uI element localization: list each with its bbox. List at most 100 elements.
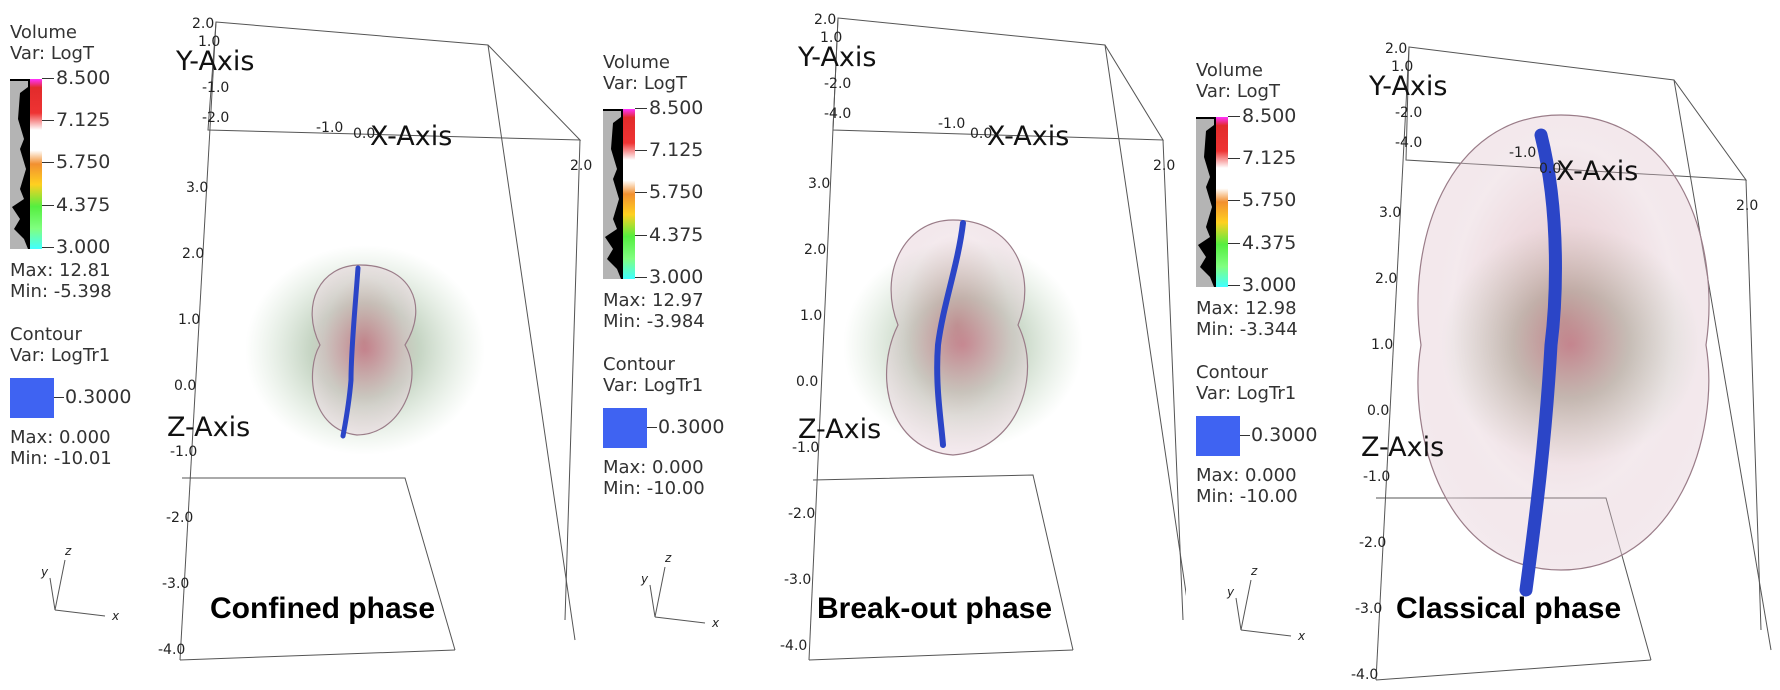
phase-title: Classical phase <box>1396 592 1622 625</box>
axis-tick: 0.0 <box>174 378 196 394</box>
colorbar-tick: 7.125 <box>42 110 110 131</box>
contour-var: Var: LogTr1 <box>10 345 111 366</box>
contour-value: 0.3000 <box>1240 425 1317 446</box>
triad-z-label: z <box>1250 564 1258 578</box>
colorbar <box>10 79 42 249</box>
volume-halo <box>245 245 485 455</box>
axis-tick: -2.0 <box>1395 105 1422 121</box>
axis-tick: 2.0 <box>570 158 592 174</box>
y-axis-label: Y-Axis <box>1368 71 1447 102</box>
colorbar-tick: 4.375 <box>1228 233 1296 254</box>
contour-value: 0.3000 <box>54 387 131 408</box>
phase-title: Confined phase <box>210 592 436 625</box>
volume-title: Volume <box>1196 60 1263 81</box>
triad-y-label: y <box>1226 585 1235 599</box>
jet-contour <box>340 265 361 439</box>
axis-tick: 1.0 <box>820 30 842 46</box>
volume-var: Var: LogT <box>10 43 94 64</box>
contour-title: Contour <box>603 354 675 375</box>
colorbar-tick: 5.750 <box>635 182 703 203</box>
volume-title: Volume <box>10 22 77 43</box>
contour-min: Min: -10.00 <box>603 478 705 499</box>
axis-tick: 2.0 <box>804 242 826 258</box>
axis-tick: 0.0 <box>796 374 818 390</box>
legend: Volume Var: LogT <box>10 22 160 469</box>
triad-x-label: x <box>711 616 720 630</box>
axis-tick: -1.0 <box>1363 469 1390 485</box>
z-axis-label: Z-Axis <box>798 414 881 445</box>
axis-tick: 1.0 <box>198 34 220 50</box>
volume-min: Min: -3.984 <box>603 311 705 332</box>
axis-tick: -2.0 <box>166 510 193 526</box>
axis-tick: 2.0 <box>182 246 204 262</box>
colorbar-tick: 3.000 <box>1228 275 1296 296</box>
contour-swatch <box>603 408 647 448</box>
z-axis-label: Z-Axis <box>1361 432 1444 463</box>
axis-tick: 3.0 <box>186 180 208 196</box>
contour-var: Var: LogTr1 <box>1196 383 1297 404</box>
contour-swatch <box>10 378 54 418</box>
phase-title: Break-out phase <box>817 592 1053 625</box>
panel-breakout: Volume Var: LogT <box>593 0 1186 690</box>
contour-title: Contour <box>10 324 82 345</box>
legend: Volume Var: LogT <box>1196 60 1346 507</box>
axis-tick: 2.0 <box>192 16 214 32</box>
volume-max: Max: 12.81 <box>10 260 111 281</box>
triad-x-label: x <box>111 609 120 623</box>
colorbar-gradient <box>603 109 635 279</box>
contour-swatch <box>1196 416 1240 456</box>
axis-tick: 1.0 <box>1391 59 1413 75</box>
axis-tick: -2.0 <box>788 506 815 522</box>
axis-tick: 0.0 <box>970 126 992 142</box>
colorbar-tick: 4.375 <box>42 195 110 216</box>
colorbar-tick: 4.375 <box>635 225 703 246</box>
z-axis-label: Z-Axis <box>167 412 250 443</box>
axis-tick: -4.0 <box>1351 667 1378 683</box>
colorbar-tick: 5.750 <box>1228 190 1296 211</box>
axis-tick: -3.0 <box>784 572 811 588</box>
volume-min: Min: -3.344 <box>1196 319 1298 340</box>
x-axis-label: X-Axis <box>1556 156 1638 187</box>
axis-tick: -4.0 <box>1395 135 1422 151</box>
volume-max: Max: 12.98 <box>1196 298 1297 319</box>
axis-tick: 0.0 <box>1367 403 1389 419</box>
axis-tick: 2.0 <box>1736 198 1758 214</box>
axis-tick: 3.0 <box>808 176 830 192</box>
x-axis-label: X-Axis <box>370 121 452 152</box>
axis-tick: 3.0 <box>1379 205 1401 221</box>
cocoon-bubble <box>1417 114 1710 571</box>
axis-tick: -1.0 <box>170 444 197 460</box>
volume-max: Max: 12.97 <box>603 290 704 311</box>
axis-tick: -2.0 <box>824 76 851 92</box>
volume-halo <box>1441 225 1701 465</box>
axis-tick: -1.0 <box>938 116 965 132</box>
colorbar-tick: 8.500 <box>1228 106 1296 127</box>
axis-tick: 2.0 <box>1375 271 1397 287</box>
bounding-box <box>1375 46 1772 681</box>
axis-tick: -1.0 <box>202 80 229 96</box>
orientation-triad <box>49 559 106 617</box>
colorbar-tick: 3.000 <box>42 237 110 258</box>
axis-tick: 2.0 <box>814 12 836 28</box>
axis-tick: 1.0 <box>1371 337 1393 353</box>
axis-tick: 0.0 <box>1539 161 1561 177</box>
colorbar-gradient <box>10 79 42 249</box>
axis-tick: 2.0 <box>1153 158 1175 174</box>
contour-max: Max: 0.000 <box>603 457 704 478</box>
axis-tick: 1.0 <box>178 312 200 328</box>
bounding-box <box>808 17 1186 661</box>
triad-y-label: y <box>640 572 649 586</box>
contour-value: 0.3000 <box>647 417 724 438</box>
contour-var: Var: LogTr1 <box>603 375 704 396</box>
axis-tick: -4.0 <box>780 638 807 654</box>
colorbar-tick: 8.500 <box>42 68 110 89</box>
colorbar-tick: 3.000 <box>635 267 703 288</box>
axis-tick: -3.0 <box>1355 601 1382 617</box>
volume-var: Var: LogT <box>603 73 687 94</box>
contour-max: Max: 0.000 <box>1196 465 1297 486</box>
x-axis-label: X-Axis <box>987 121 1069 152</box>
contour-min: Min: -10.01 <box>10 448 112 469</box>
y-axis-label: Y-Axis <box>175 46 254 77</box>
axis-tick: 0.0 <box>353 126 375 142</box>
colorbar <box>1196 117 1228 287</box>
